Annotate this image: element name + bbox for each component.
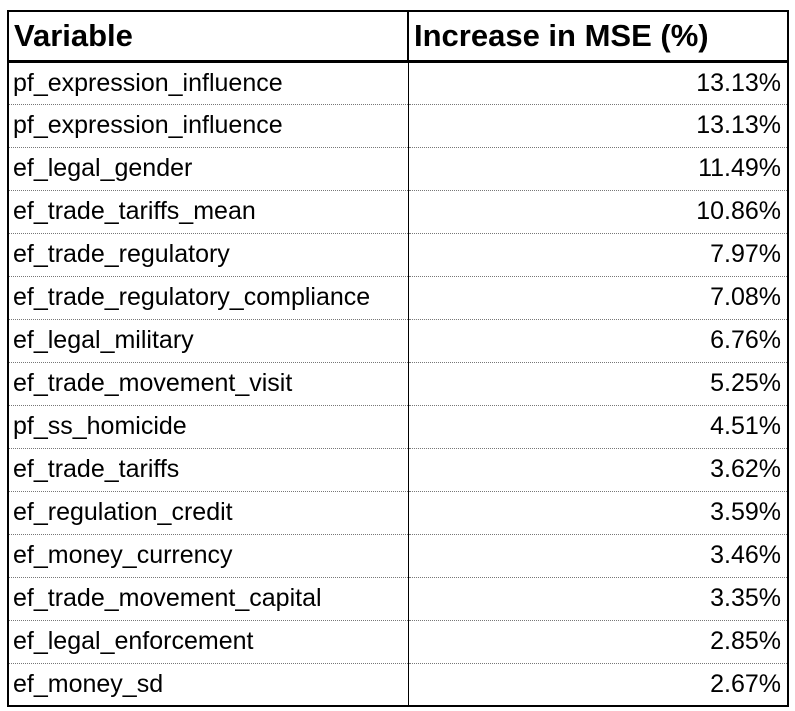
increase-mse-cell: 11.49%: [408, 147, 789, 191]
variable-cell: ef_trade_movement_visit: [7, 362, 409, 406]
increase-mse-cell: 3.46%: [408, 534, 789, 578]
table-row: ef_trade_movement_visit 5.25%: [7, 362, 789, 406]
table-row: ef_trade_regulatory_compliance 7.08%: [7, 276, 789, 320]
variable-cell: ef_trade_tariffs_mean: [7, 190, 409, 234]
variable-cell: ef_regulation_credit: [7, 491, 409, 535]
increase-mse-cell: 13.13%: [408, 61, 789, 105]
header-increase-mse: Increase in MSE (%): [407, 10, 789, 63]
increase-mse-cell: 13.13%: [408, 104, 789, 148]
increase-mse-cell: 3.62%: [408, 448, 789, 492]
variable-cell: ef_legal_military: [7, 319, 409, 363]
increase-mse-cell: 7.08%: [408, 276, 789, 320]
table-row: ef_trade_regulatory 7.97%: [7, 233, 789, 277]
variable-cell: ef_trade_regulatory: [7, 233, 409, 277]
variable-cell: ef_legal_enforcement: [7, 620, 409, 664]
table-row: ef_legal_military 6.76%: [7, 319, 789, 363]
variable-cell: ef_trade_tariffs: [7, 448, 409, 492]
increase-mse-cell: 4.51%: [408, 405, 789, 449]
variable-cell: ef_money_sd: [7, 663, 409, 707]
increase-mse-cell: 3.59%: [408, 491, 789, 535]
table-row: ef_legal_enforcement 2.85%: [7, 620, 789, 664]
table-row: ef_legal_gender 11.49%: [7, 147, 789, 191]
variable-cell: pf_expression_influence: [7, 61, 409, 105]
increase-mse-cell: 3.35%: [408, 577, 789, 621]
increase-mse-cell: 10.86%: [408, 190, 789, 234]
variable-cell: ef_money_currency: [7, 534, 409, 578]
table-body: pf_expression_influence 13.13% pf_expressi…: [7, 61, 789, 707]
variable-cell: pf_ss_homicide: [7, 405, 409, 449]
variable-cell: ef_trade_movement_capital: [7, 577, 409, 621]
table-row: ef_trade_tariffs 3.62%: [7, 448, 789, 492]
variable-cell: ef_legal_gender: [7, 147, 409, 191]
table-row: ef_money_sd 2.67%: [7, 663, 789, 707]
increase-mse-cell: 2.67%: [408, 663, 789, 707]
increase-mse-cell: 7.97%: [408, 233, 789, 277]
table-row: ef_trade_tariffs_mean 10.86%: [7, 190, 789, 234]
table-row: ef_trade_movement_capital 3.35%: [7, 577, 789, 621]
header-row: Variable Increase in MSE (%): [7, 10, 789, 63]
table-row: pf_expression_influence 13.13%: [7, 104, 789, 148]
increase-mse-cell: 5.25%: [408, 362, 789, 406]
table-row: ef_regulation_credit 3.59%: [7, 491, 789, 535]
increase-mse-cell: 6.76%: [408, 319, 789, 363]
variable-cell: ef_trade_regulatory_compliance: [7, 276, 409, 320]
header-variable: Variable: [7, 10, 409, 63]
table-row: pf_expression_influence 13.13%: [7, 61, 789, 105]
increase-mse-cell: 2.85%: [408, 620, 789, 664]
variable-importance-table: Variable Increase in MSE (%) pf_expressi…: [7, 10, 789, 707]
variable-cell: pf_expression_influence: [7, 104, 409, 148]
table-row: pf_ss_homicide 4.51%: [7, 405, 789, 449]
table-row: ef_money_currency 3.46%: [7, 534, 789, 578]
